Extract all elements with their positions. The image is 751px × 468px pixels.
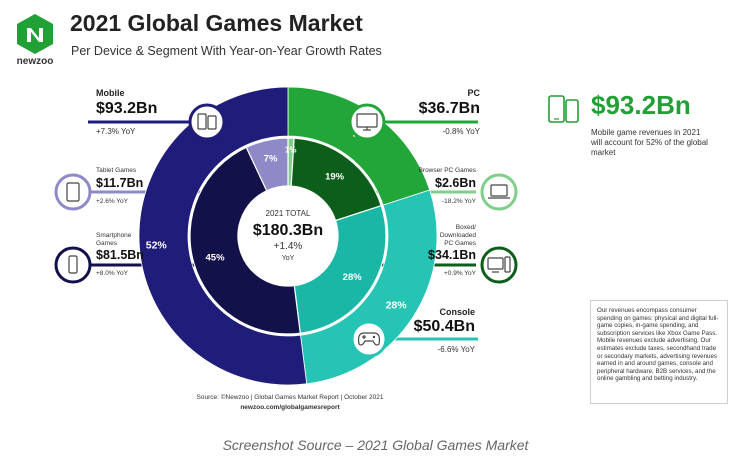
mobile-name: Mobile [96, 88, 125, 98]
center-yoy: YoY [282, 255, 295, 262]
smartphone-name-2: Games [96, 240, 117, 247]
newzoo-logo [13, 12, 57, 56]
pc-value: $36.7Bn [418, 100, 480, 117]
browser-name: Browser PC Games [418, 167, 476, 174]
boxed-yoy: +0.9% YoY [444, 270, 476, 277]
smartphone-value: $81.5Bn [96, 248, 144, 262]
center-growth: +1.4% [274, 241, 303, 252]
tablet-value: $11.7Bn [96, 176, 144, 190]
page-title: 2021 Global Games Market [70, 10, 363, 36]
source-line: Source: ©Newzoo | Global Games Market Re… [196, 394, 384, 401]
smartphone-icon [54, 246, 92, 284]
screenshot-caption: Screenshot Source – 2021 Global Games Ma… [222, 437, 529, 453]
browser-value: $2.6Bn [435, 176, 476, 190]
inner-slice-label: 28% [343, 272, 363, 283]
console-value: $50.4Bn [413, 318, 475, 335]
pc-name: PC [467, 88, 480, 98]
inner-slice-2 [293, 204, 387, 334]
inner-slice-label: 19% [325, 171, 345, 182]
outer-ring [138, 86, 438, 386]
mobile-devices-icon [188, 103, 226, 141]
boxed-name-2: Downloaded [439, 232, 476, 239]
smartphone-name-1: Smartphone [96, 232, 132, 239]
gamepad-icon [350, 320, 388, 358]
tablet-yoy: +2.6% YoY [96, 198, 128, 205]
logo-icon [17, 14, 53, 54]
tablet-name: Tablet Games [96, 167, 137, 174]
outer-slice-mobile [138, 86, 308, 386]
browser-yoy: -18.2% YoY [442, 198, 476, 205]
highlight-value: $93.2Bn [591, 90, 691, 120]
boxed-value: $34.1Bn [428, 248, 476, 262]
monitor-icon [348, 103, 386, 141]
source-block: Source: ©Newzoo | Global Games Market Re… [140, 393, 440, 413]
source-url[interactable]: newzoo.com/globalgamesreport [240, 404, 340, 411]
center-label: 2021 TOTAL [266, 209, 311, 218]
inner-slice-label: 1% [285, 146, 297, 155]
highlight-text: Mobile game revenues in 2021 will accoun… [591, 128, 708, 157]
icon-circles [54, 103, 518, 358]
page-subtitle: Per Device & Segment With Year-on-Year G… [71, 44, 382, 58]
outer-slice-label: 28% [386, 300, 408, 312]
smartphone-yoy: +8.0% YoY [96, 270, 128, 277]
center-hole [238, 186, 338, 286]
phone-and-tablet-icon [548, 94, 584, 128]
boxed-name-1: Boxed/ [455, 224, 476, 231]
tablet-icon [54, 173, 92, 211]
desktop-pc-icon [480, 246, 518, 284]
outer-slice-label: 52% [146, 239, 168, 251]
methodology-note: Our revenues encompass consumer spending… [590, 300, 728, 404]
mobile-yoy: +7.3% YoY [96, 127, 136, 136]
brand-name: newzoo [16, 56, 54, 67]
mobile-value: $93.2Bn [96, 100, 158, 117]
console-yoy: -6.6% YoY [437, 345, 475, 354]
pc-yoy: -0.8% YoY [442, 127, 480, 136]
center-total: $180.3Bn [253, 222, 323, 239]
boxed-name-3: PC Games [444, 240, 476, 247]
console-name: Console [439, 307, 475, 317]
laptop-icon [480, 173, 518, 211]
inner-slice-label: 7% [264, 153, 278, 164]
inner-slice-label: 45% [206, 253, 226, 264]
